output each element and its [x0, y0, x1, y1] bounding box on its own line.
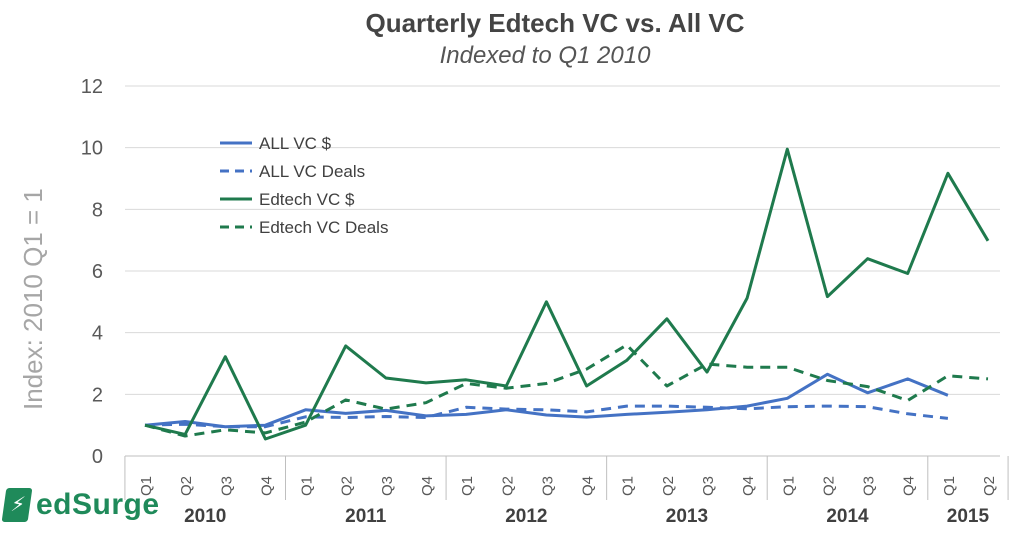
- chart-title: Quarterly Edtech VC vs. All VC: [365, 8, 745, 38]
- x-tick-label: Q2: [499, 476, 516, 496]
- x-tick-label: Q2: [820, 476, 837, 496]
- legend-label: Edtech VC $: [259, 190, 355, 209]
- y-tick-label: 0: [92, 446, 103, 468]
- x-tick-label: Q1: [138, 476, 155, 496]
- legend-label: Edtech VC Deals: [259, 218, 388, 237]
- year-label: 2011: [345, 506, 387, 527]
- chart-subtitle: Indexed to Q1 2010: [439, 42, 651, 69]
- x-tick-label: Q1: [780, 476, 797, 496]
- x-tick-label: Q3: [539, 476, 556, 496]
- x-tick-label: Q3: [379, 476, 396, 496]
- y-tick-label: 2: [92, 384, 103, 406]
- x-tick-label: Q2: [660, 476, 677, 496]
- series-line: [144, 404, 949, 429]
- lightning-icon: ⚡: [1, 488, 33, 522]
- y-tick-label: 10: [81, 138, 103, 160]
- edsurge-logo: ⚡ edSurge: [1, 488, 160, 522]
- x-tick-label: Q4: [740, 476, 757, 496]
- series-line: [144, 343, 989, 438]
- gridlines: [124, 85, 1009, 500]
- x-tick-label: Q1: [620, 476, 637, 496]
- x-tick-label: Q3: [861, 476, 878, 496]
- year-label: 2013: [666, 506, 708, 527]
- x-tick-label: Q3: [218, 476, 235, 496]
- y-tick-label: 8: [92, 199, 103, 221]
- logo-text: edSurge: [36, 488, 160, 521]
- x-tick-label: Q4: [580, 476, 597, 496]
- legend: ALL VC $ ALL VC Deals Edtech VC $ Edtech VC…: [220, 134, 388, 237]
- x-tick-label: Q2: [178, 476, 195, 496]
- x-tick-label: Q4: [258, 476, 275, 496]
- legend-label: ALL VC Deals: [259, 162, 365, 181]
- x-tick-labels: Q1 Q2 Q3 Q4 Q1 Q2 Q3 Q4 Q1 Q2 Q3 Q4 Q1 Q2 Q3 Q4 Q1 Q2 Q3 Q4…: [138, 476, 998, 527]
- x-tick-label: Q2: [981, 476, 998, 496]
- y-tick-label: 6: [92, 261, 103, 283]
- y-tick-label: 4: [92, 323, 103, 345]
- x-tick-label: Q2: [339, 476, 356, 496]
- x-tick-label: Q1: [459, 476, 476, 496]
- x-tick-label: Q4: [901, 476, 918, 496]
- x-tick-label: Q1: [941, 476, 958, 496]
- x-tick-label: Q3: [700, 476, 717, 496]
- x-tick-label: Q4: [419, 476, 436, 496]
- series-lines: [144, 147, 990, 441]
- year-label: 2010: [184, 506, 226, 527]
- year-label: 2015: [947, 506, 990, 527]
- series-line: [144, 147, 990, 441]
- x-tick-label: Q1: [299, 476, 316, 496]
- series-line: [144, 372, 949, 429]
- y-tick-label: 12: [81, 76, 103, 98]
- year-label: 2012: [505, 506, 547, 527]
- year-label: 2014: [826, 506, 869, 527]
- legend-label: ALL VC $: [259, 134, 332, 153]
- y-tick-labels: 0 2 4 6 8 10 12: [81, 76, 103, 468]
